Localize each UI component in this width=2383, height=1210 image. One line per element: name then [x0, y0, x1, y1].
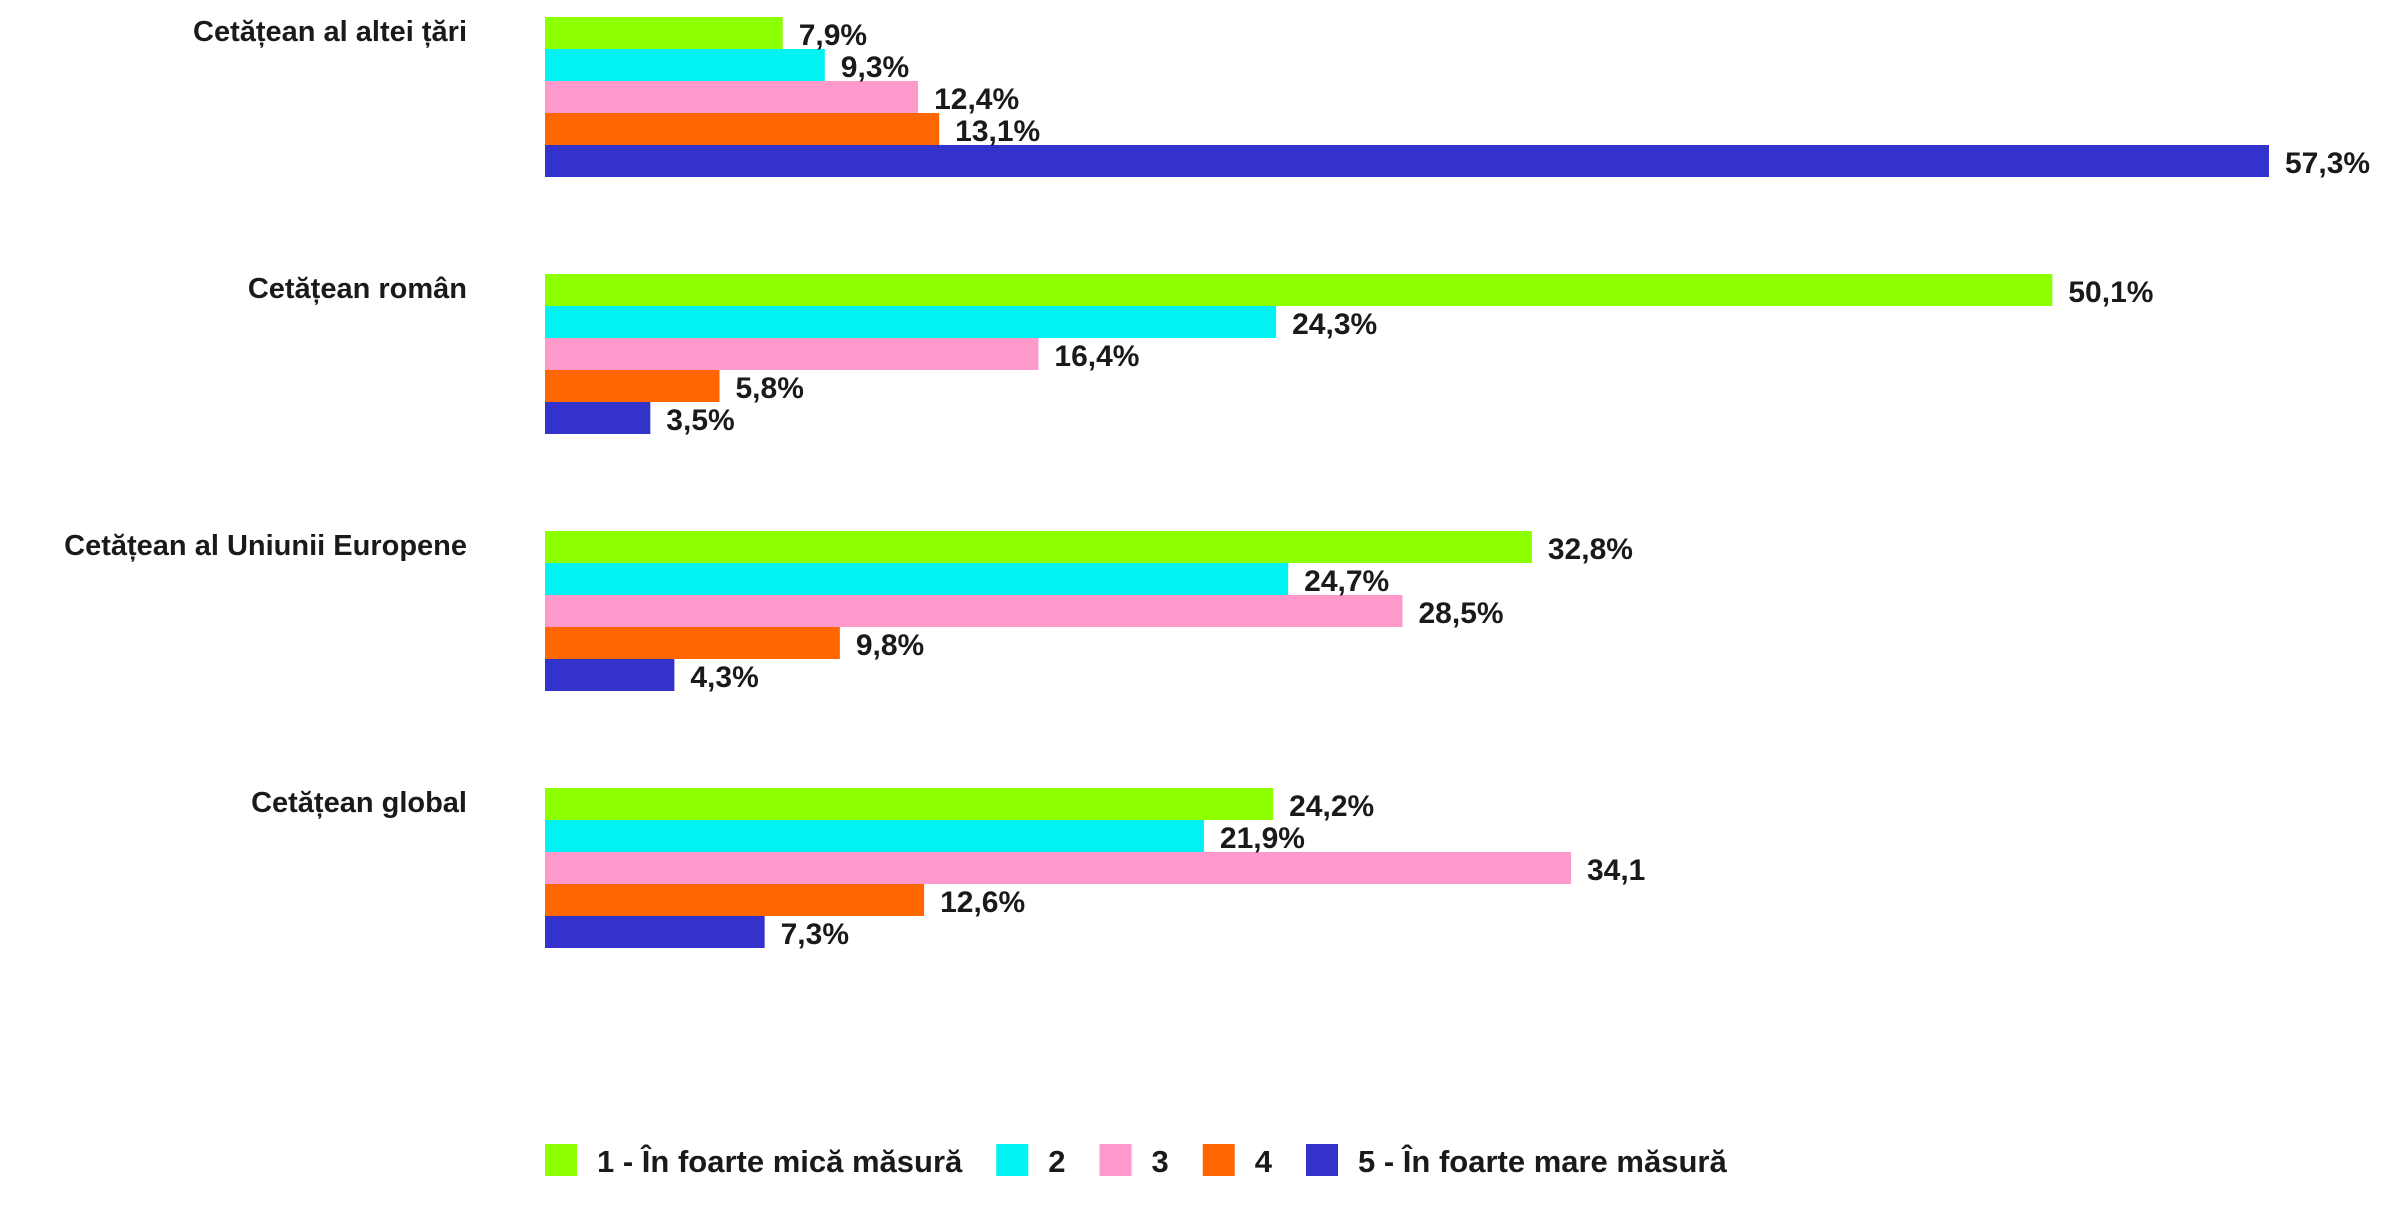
bar-cetatean-al-altei-tari-series-3: [545, 81, 919, 113]
bar-cetatean-global-series-1: [545, 788, 1274, 820]
legend-label-5: 5 - În foarte mare măsură: [1358, 1143, 1727, 1179]
bar-cetatean-al-altei-tari-series-4: [545, 113, 940, 145]
legend-swatch-5: [1306, 1144, 1338, 1176]
data-label-cetatean-global-series-4: 12,6%: [940, 886, 1025, 919]
legend-swatch-1: [545, 1144, 577, 1176]
bar-cetatean-roman-series-3: [545, 338, 1039, 370]
data-label-cetatean-al-uniunii-europene-series-5: 4,3%: [690, 661, 758, 694]
bar-cetatean-al-uniunii-europene-series-3: [545, 595, 1403, 627]
data-label-cetatean-roman-series-3: 16,4%: [1054, 340, 1139, 373]
data-label-cetatean-global-series-3: 34,1: [1587, 854, 1645, 887]
bars-layer: [545, 17, 2269, 948]
legend-swatch-3: [1099, 1144, 1132, 1176]
data-label-cetatean-al-altei-tari-series-5: 57,3%: [2285, 147, 2370, 180]
bar-cetatean-al-uniunii-europene-series-5: [545, 659, 675, 691]
bar-cetatean-global-series-5: [545, 916, 765, 948]
bar-cetatean-roman-series-1: [545, 274, 2053, 306]
legend-item-3: 3: [1099, 1144, 1169, 1179]
bar-cetatean-al-uniunii-europene-series-1: [545, 531, 1532, 563]
legend-item-1: 1 - În foarte mică măsură: [545, 1143, 963, 1179]
bar-cetatean-al-altei-tari-series-1: [545, 17, 783, 49]
data-label-cetatean-roman-series-2: 24,3%: [1292, 308, 1377, 341]
bar-cetatean-roman-series-5: [545, 402, 651, 434]
bar-cetatean-al-altei-tari-series-2: [545, 49, 825, 81]
data-label-cetatean-global-series-1: 24,2%: [1289, 790, 1374, 823]
legend-item-5: 5 - În foarte mare măsură: [1306, 1143, 1727, 1179]
data-label-cetatean-global-series-5: 7,3%: [781, 918, 849, 951]
data-label-cetatean-roman-series-5: 3,5%: [666, 404, 734, 437]
category-label-cetatean-global: Cetățean global: [251, 787, 467, 819]
legend-label-3: 3: [1152, 1144, 1169, 1179]
legend: 1 - În foarte mică măsură 2 3 4 5 - În foart…: [545, 1143, 1727, 1179]
data-label-cetatean-al-altei-tari-series-4: 13,1%: [955, 115, 1040, 148]
data-label-cetatean-al-uniunii-europene-series-4: 9,8%: [856, 629, 924, 662]
data-label-cetatean-global-series-2: 21,9%: [1220, 822, 1305, 855]
bar-cetatean-roman-series-4: [545, 370, 720, 402]
data-label-cetatean-al-uniunii-europene-series-3: 28,5%: [1418, 597, 1503, 630]
data-label-cetatean-al-altei-tari-series-1: 7,9%: [799, 19, 867, 52]
data-label-cetatean-al-altei-tari-series-3: 12,4%: [934, 83, 1019, 116]
data-label-cetatean-al-uniunii-europene-series-2: 24,7%: [1304, 565, 1389, 598]
bar-cetatean-global-series-4: [545, 884, 925, 916]
legend-item-2: 2: [996, 1144, 1066, 1179]
data-label-cetatean-roman-series-1: 50,1%: [2068, 276, 2153, 309]
labels-layer: Cetățean al altei țări 7,9%9,3% 12,4%13,1%…: [64, 16, 2370, 951]
legend-label-1: 1 - În foarte mică măsură: [597, 1143, 963, 1179]
bar-cetatean-al-altei-tari-series-5: [545, 145, 2269, 177]
data-label-cetatean-roman-series-4: 5,8%: [736, 372, 804, 405]
legend-item-4: 4: [1202, 1144, 1273, 1179]
bar-cetatean-al-uniunii-europene-series-2: [545, 563, 1289, 595]
bar-cetatean-global-series-2: [545, 820, 1204, 852]
legend-label-2: 2: [1048, 1144, 1065, 1179]
data-label-cetatean-al-uniunii-europene-series-1: 32,8%: [1548, 533, 1633, 566]
category-label-cetatean-roman: Cetățean român: [248, 273, 467, 305]
data-label-cetatean-al-altei-tari-series-2: 9,3%: [841, 51, 909, 84]
category-label-cetatean-al-uniunii-europene: Cetățean al Uniunii Europene: [64, 530, 467, 562]
bar-cetatean-roman-series-2: [545, 306, 1277, 338]
bar-cetatean-al-uniunii-europene-series-4: [545, 627, 840, 659]
category-label-cetatean-al-altei-tari: Cetățean al altei țări: [193, 16, 467, 48]
legend-swatch-2: [996, 1144, 1029, 1176]
legend-label-4: 4: [1255, 1144, 1273, 1179]
legend-swatch-4: [1202, 1144, 1235, 1176]
bar-cetatean-global-series-3: [545, 852, 1571, 884]
